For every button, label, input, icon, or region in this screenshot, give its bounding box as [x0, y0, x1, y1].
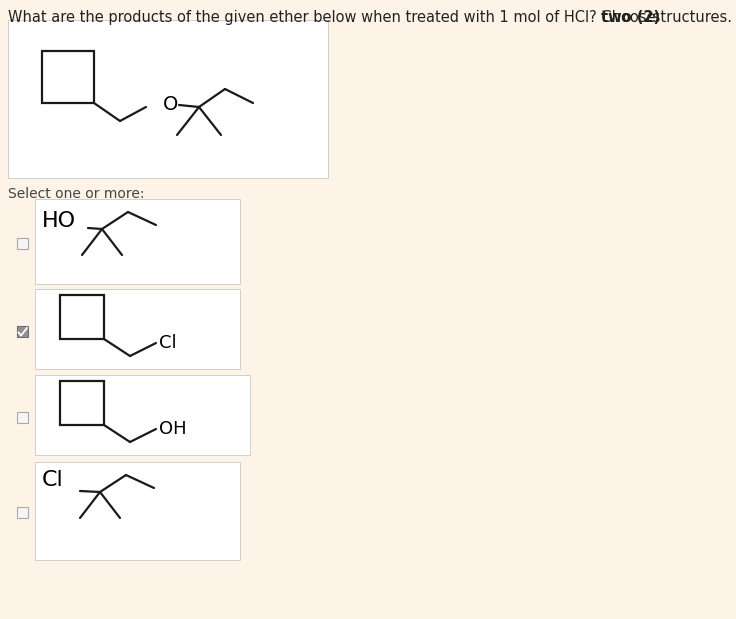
Text: Cl: Cl [159, 334, 177, 352]
Bar [17, 412, 28, 423]
Text: HO: HO [42, 211, 76, 231]
Bar [8, 20, 328, 178]
Text: O: O [163, 95, 179, 115]
Text: Select one or more:: Select one or more: [8, 187, 144, 201]
Bar [35, 462, 240, 560]
Bar [17, 507, 28, 518]
Bar [35, 289, 240, 369]
Bar [35, 199, 240, 284]
Bar [17, 326, 28, 337]
Bar [35, 375, 250, 455]
Text: two (2): two (2) [601, 10, 660, 25]
Text: OH: OH [159, 420, 187, 438]
Bar [17, 238, 28, 249]
Text: Cl: Cl [42, 470, 64, 490]
Text: structures.: structures. [648, 10, 732, 25]
Text: What are the products of the given ether below when treated with 1 mol of HCl? C: What are the products of the given ether… [8, 10, 660, 25]
